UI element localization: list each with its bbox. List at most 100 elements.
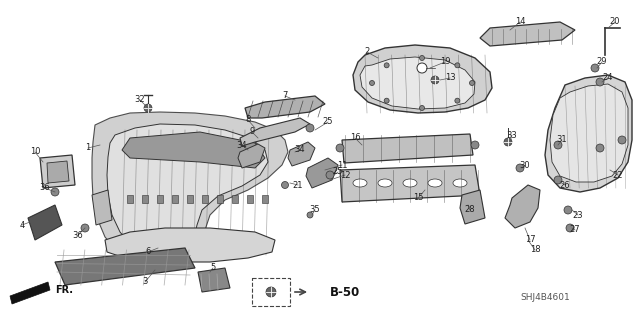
Circle shape: [326, 171, 334, 179]
Text: 18: 18: [530, 246, 540, 255]
Text: 27: 27: [570, 226, 580, 234]
Text: SHJ4B4601: SHJ4B4601: [520, 293, 570, 302]
Text: 19: 19: [440, 57, 451, 66]
Text: 34: 34: [237, 140, 247, 150]
Circle shape: [618, 136, 626, 144]
Circle shape: [306, 124, 314, 132]
Text: 3: 3: [142, 278, 148, 286]
Polygon shape: [40, 155, 75, 188]
Text: 16: 16: [349, 133, 360, 143]
Circle shape: [419, 106, 424, 110]
Ellipse shape: [378, 179, 392, 187]
Text: 1: 1: [85, 144, 91, 152]
Polygon shape: [92, 112, 288, 270]
Circle shape: [266, 287, 276, 297]
Polygon shape: [47, 161, 69, 183]
Bar: [232, 195, 238, 203]
Circle shape: [417, 63, 427, 73]
Text: 36: 36: [40, 183, 51, 192]
Text: 32: 32: [134, 95, 145, 105]
Circle shape: [455, 63, 460, 68]
Text: 13: 13: [445, 73, 455, 83]
Polygon shape: [340, 165, 480, 202]
Bar: [202, 195, 208, 203]
Circle shape: [282, 182, 289, 189]
Polygon shape: [342, 134, 473, 163]
Text: 12: 12: [340, 170, 350, 180]
Circle shape: [384, 98, 389, 103]
Ellipse shape: [428, 179, 442, 187]
Circle shape: [516, 164, 524, 172]
Polygon shape: [10, 282, 50, 304]
Bar: [217, 195, 223, 203]
Circle shape: [81, 224, 89, 232]
Circle shape: [307, 212, 313, 218]
Circle shape: [554, 141, 562, 149]
Text: 4: 4: [19, 220, 24, 229]
Polygon shape: [238, 144, 265, 168]
Circle shape: [455, 98, 460, 103]
Polygon shape: [505, 185, 540, 228]
Text: 34: 34: [294, 145, 305, 154]
Polygon shape: [460, 190, 485, 224]
Text: 2: 2: [364, 48, 370, 56]
Text: 21: 21: [292, 181, 303, 189]
Circle shape: [596, 78, 604, 86]
Bar: [172, 195, 178, 203]
Text: 8: 8: [245, 115, 251, 124]
Circle shape: [419, 56, 424, 61]
Circle shape: [471, 141, 479, 149]
Text: FR.: FR.: [55, 285, 73, 295]
Circle shape: [596, 144, 604, 152]
Text: 22: 22: [612, 170, 623, 180]
Text: 11: 11: [337, 160, 348, 169]
Circle shape: [51, 188, 59, 196]
Text: 31: 31: [557, 136, 567, 145]
Text: 30: 30: [520, 160, 531, 169]
Text: 35: 35: [310, 205, 320, 214]
Bar: [142, 195, 148, 203]
Polygon shape: [353, 45, 492, 113]
Text: 15: 15: [413, 194, 423, 203]
Polygon shape: [28, 205, 62, 240]
Text: 26: 26: [560, 181, 570, 189]
Text: 9: 9: [250, 128, 255, 137]
Bar: [247, 195, 253, 203]
Polygon shape: [55, 248, 195, 285]
Polygon shape: [240, 118, 310, 146]
Circle shape: [384, 63, 389, 68]
Bar: [252, 278, 290, 306]
Polygon shape: [107, 124, 268, 260]
Circle shape: [554, 176, 562, 184]
Polygon shape: [480, 22, 575, 46]
Ellipse shape: [403, 179, 417, 187]
Polygon shape: [545, 75, 632, 192]
Text: 10: 10: [29, 147, 40, 157]
Text: 25: 25: [333, 167, 343, 176]
Polygon shape: [198, 268, 230, 292]
Text: 5: 5: [211, 263, 216, 272]
Polygon shape: [550, 84, 628, 182]
Circle shape: [470, 80, 474, 85]
Circle shape: [144, 104, 152, 112]
Circle shape: [566, 224, 574, 232]
Ellipse shape: [453, 179, 467, 187]
Polygon shape: [122, 132, 265, 168]
Text: 33: 33: [507, 130, 517, 139]
Ellipse shape: [353, 179, 367, 187]
Circle shape: [336, 144, 344, 152]
Circle shape: [431, 76, 439, 84]
Text: 7: 7: [282, 92, 288, 100]
Text: 24: 24: [603, 73, 613, 83]
Polygon shape: [105, 228, 275, 262]
Circle shape: [369, 80, 374, 85]
Polygon shape: [360, 57, 475, 109]
Text: B-50: B-50: [330, 286, 360, 299]
Polygon shape: [245, 96, 325, 118]
Text: 23: 23: [573, 211, 583, 219]
Bar: [187, 195, 193, 203]
Circle shape: [504, 138, 512, 146]
Circle shape: [564, 206, 572, 214]
Circle shape: [591, 64, 599, 72]
Polygon shape: [288, 142, 315, 166]
